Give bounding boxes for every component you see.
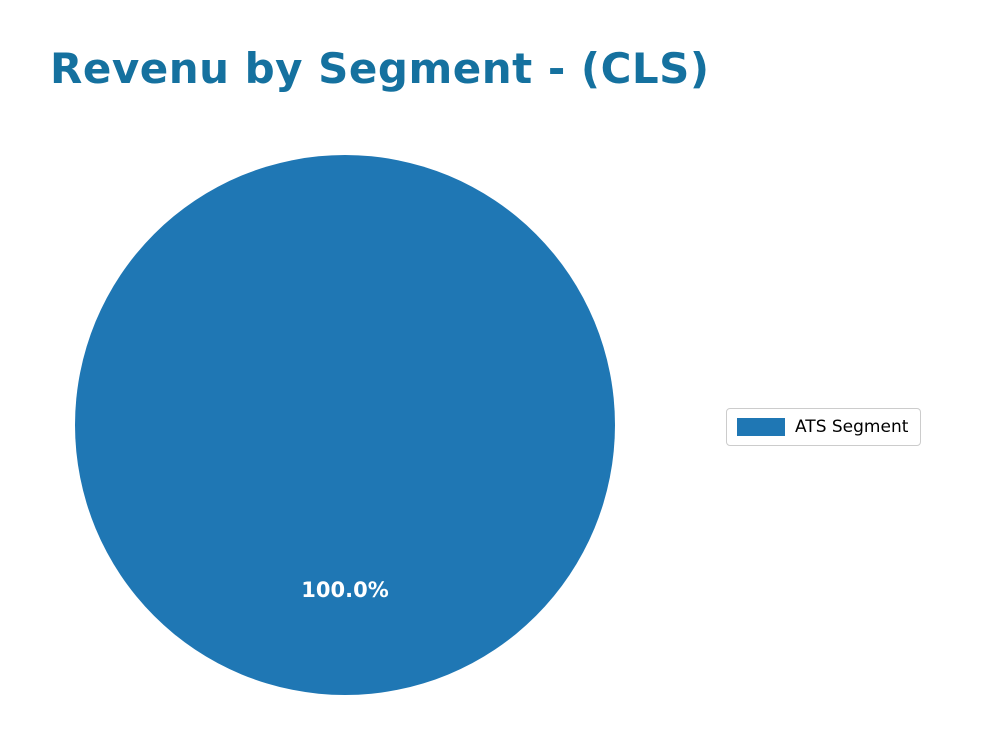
pie-chart — [75, 155, 615, 695]
chart-title: Revenu by Segment - (CLS) — [50, 44, 710, 93]
pie-percentage-label: 100.0% — [301, 578, 389, 602]
legend-label: ATS Segment — [795, 417, 909, 437]
pie-slice-ats-segment — [75, 155, 615, 695]
legend: ATS Segment — [726, 408, 922, 446]
legend-swatch-icon — [737, 418, 785, 436]
